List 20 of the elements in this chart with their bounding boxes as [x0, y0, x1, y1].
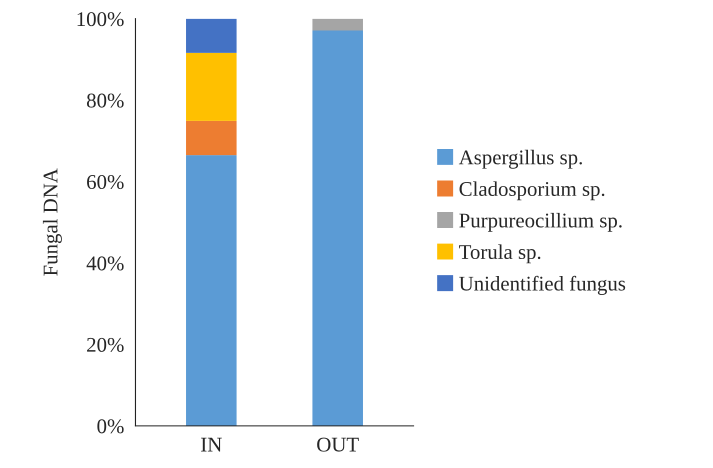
legend-label: Aspergillus sp.: [458, 150, 582, 169]
legend-label: Purpureocillium sp.: [459, 212, 622, 232]
bar: [312, 30, 363, 426]
bar: [186, 52, 237, 121]
bar: [186, 120, 237, 156]
legend-label: Unidentified fungus: [459, 276, 626, 295]
y-tick-label: 20%: [87, 338, 124, 352]
x-tick-label: IN: [201, 438, 222, 452]
bar: [186, 155, 237, 426]
y-tick-label: 80%: [86, 94, 124, 108]
legend-label: Torula sp.: [459, 244, 540, 264]
x-tick-label: OUT: [317, 438, 359, 452]
y-tick-label: 40%: [86, 256, 124, 271]
y-tick-label: 0%: [97, 419, 124, 434]
bar: [312, 18, 363, 31]
bar: [186, 18, 237, 53]
y-axis-title: Fungal DNA: [42, 168, 62, 276]
legend-label: Cladosporium sp.: [460, 181, 604, 200]
y-tick-label: 60%: [87, 174, 124, 190]
y-tick-label: 100%: [78, 12, 124, 26]
